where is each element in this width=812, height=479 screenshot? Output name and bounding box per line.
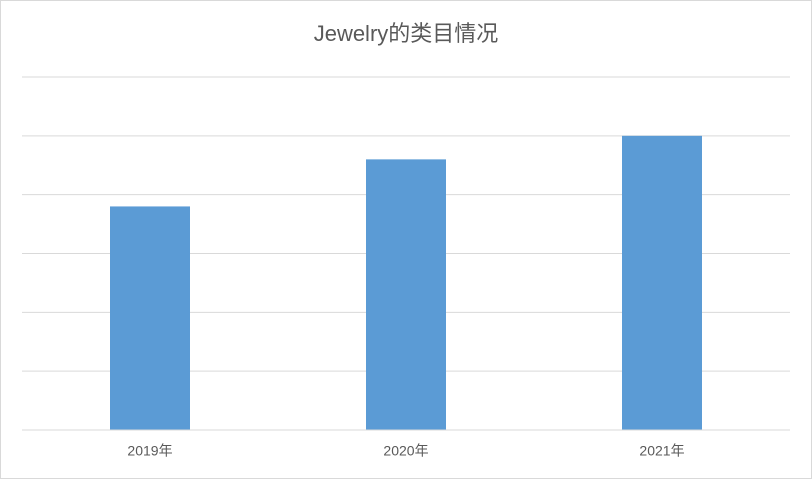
x-tick-label: 2019年 (127, 443, 172, 459)
bar (366, 159, 446, 430)
chart-title: Jewelry的类目情况 (314, 21, 499, 46)
bar (622, 135, 702, 431)
x-tick-label: 2020年 (383, 443, 428, 459)
x-tick-label: 2021年 (639, 443, 684, 459)
bar (110, 206, 190, 430)
